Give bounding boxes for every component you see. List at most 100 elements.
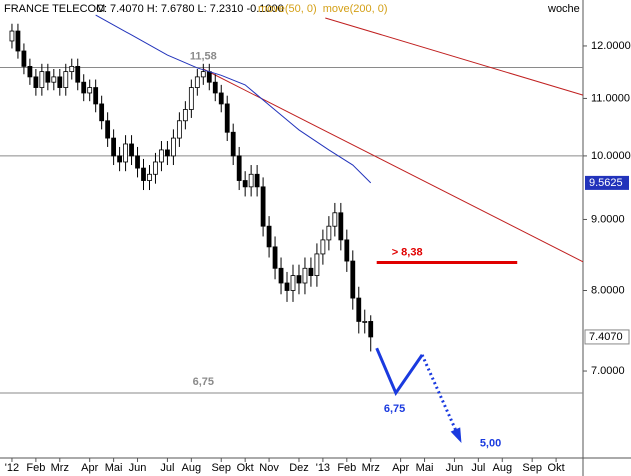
- candle-body: [99, 103, 105, 122]
- candle-body: [57, 76, 63, 88]
- candle-body: [111, 137, 117, 157]
- candle-body: [171, 137, 176, 157]
- moving-average: [95, 14, 372, 184]
- candle-body: [117, 155, 122, 163]
- last-close-box: [584, 329, 630, 345]
- x-tick-label: Jul: [160, 462, 174, 474]
- header-stats: C: 7.4070 H: 7.6780 L: 7.2310 -0.1000: [96, 3, 284, 15]
- candle-body: [362, 321, 368, 323]
- candle-body: [21, 50, 27, 67]
- candle-body: [45, 71, 51, 83]
- y-tick-label: 12.0000: [591, 40, 631, 52]
- candle-body: [176, 120, 182, 139]
- candle-body: [63, 71, 69, 88]
- x-tick-label: Mrz: [51, 462, 69, 474]
- x-tick-label: Nov: [259, 462, 279, 474]
- candle-body: [368, 321, 374, 338]
- y-tick-label: 9.0000: [591, 213, 625, 225]
- candle-body: [182, 109, 188, 122]
- x-tick-label: Mai: [416, 462, 434, 474]
- candle-body: [212, 81, 218, 94]
- y-tick-label: 7.0000: [591, 365, 625, 377]
- level-label: 6,75: [193, 376, 214, 388]
- candle-body: [278, 267, 284, 284]
- x-tick-label: Feb: [337, 462, 356, 474]
- candle-body: [75, 65, 81, 83]
- legend-entry: move(50, 0): [258, 3, 317, 15]
- candle-body: [153, 161, 158, 175]
- x-tick-label: Jun: [446, 462, 464, 474]
- x-tick-label: '12: [5, 462, 19, 474]
- period: woche: [547, 3, 580, 15]
- y-tick-label: 8.0000: [591, 284, 625, 296]
- legend-entry: move(200, 0): [323, 3, 388, 15]
- projection-line: [375, 347, 424, 397]
- x-tick-label: Sep: [522, 462, 542, 474]
- level-label: 11,58: [190, 50, 217, 62]
- target-label: > 8,38: [392, 246, 423, 258]
- projection-arrowhead: [450, 427, 462, 444]
- x-tick-label: Jun: [129, 462, 147, 474]
- x-tick-label: Apr: [81, 462, 98, 474]
- projection-label: 5,00: [480, 437, 501, 449]
- trendline: [203, 68, 584, 263]
- candle-body: [33, 76, 39, 88]
- x-tick-label: Okt: [548, 462, 565, 474]
- candle-body: [135, 155, 140, 169]
- x-tick-label: Okt: [237, 462, 254, 474]
- y-tick-label: 10.0000: [591, 150, 631, 162]
- x-tick-label: Aug: [182, 462, 202, 474]
- candle-body: [296, 275, 302, 284]
- title: FRANCE TELECOM: [4, 3, 105, 15]
- x-tick-label: Mai: [105, 462, 123, 474]
- candle-body: [206, 71, 212, 83]
- candle-body: [9, 30, 15, 42]
- candle-body: [81, 81, 87, 94]
- last-close-label: 7.4070: [589, 331, 623, 343]
- candle-body: [230, 131, 236, 157]
- candle-body: [338, 212, 344, 241]
- candle-body: [165, 149, 170, 157]
- candle-body: [284, 282, 290, 291]
- y-tick-label: 11.0000: [591, 92, 630, 104]
- candle-body: [105, 120, 111, 139]
- candle-body: [188, 87, 194, 110]
- candle-body: [320, 239, 326, 255]
- x-tick-label: Mrz: [362, 462, 380, 474]
- candle-body: [27, 65, 33, 78]
- candle-body: [308, 267, 314, 277]
- candle-body: [129, 143, 134, 157]
- candle-body: [248, 173, 254, 188]
- candle-body: [236, 155, 242, 181]
- candle-body: [302, 267, 308, 284]
- candle-body: [242, 180, 248, 188]
- ma-value-label: 9.5625: [589, 177, 623, 189]
- candle-body: [147, 173, 152, 181]
- candle-body: [200, 71, 206, 78]
- candle-body: [272, 246, 278, 269]
- x-tick-label: Feb: [26, 462, 45, 474]
- x-tick-label: Jul: [471, 462, 485, 474]
- projection-dotted: [420, 354, 462, 440]
- candle-body: [87, 87, 93, 94]
- candle-body: [51, 76, 57, 83]
- projection-label: 6,75: [384, 403, 405, 415]
- candle-body: [69, 65, 75, 73]
- candle-body: [326, 225, 332, 241]
- candle-body: [254, 173, 260, 188]
- ma-value-box: [585, 175, 629, 190]
- candle-body: [332, 212, 338, 227]
- x-tick-label: '13: [316, 462, 330, 474]
- candle-body: [350, 260, 356, 299]
- candle-body: [39, 71, 45, 88]
- candle-body: [194, 76, 200, 88]
- candle-body: [218, 92, 224, 105]
- candle-body: [159, 149, 164, 163]
- trendline: [325, 17, 584, 96]
- candle-body: [266, 225, 272, 248]
- candle-body: [224, 103, 230, 133]
- x-tick-label: Dez: [289, 462, 309, 474]
- candle-body: [141, 167, 146, 181]
- candle-body: [260, 186, 266, 227]
